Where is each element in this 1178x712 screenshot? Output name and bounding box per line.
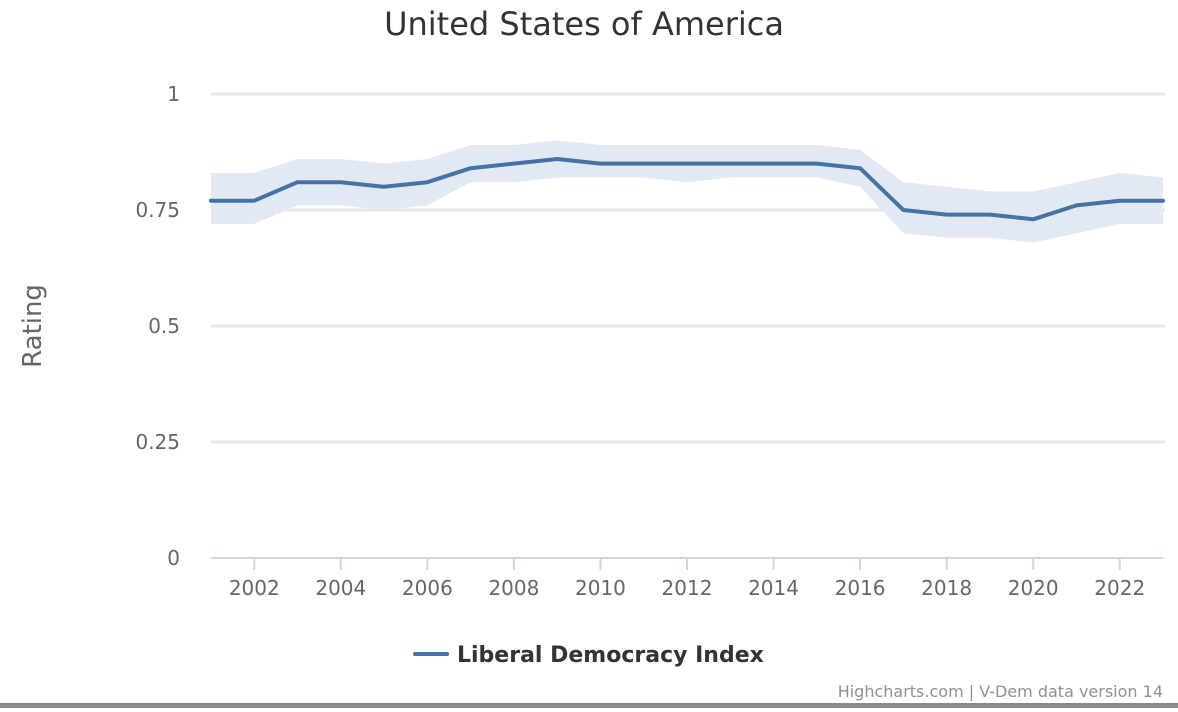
series-line-liberal-democracy-index[interactable] [209,157,1165,222]
x-tick-label: 2004 [315,576,366,600]
data-point[interactable] [207,197,215,205]
y-tick-label: 0.25 [135,430,180,454]
x-tick-label: 2020 [1008,576,1059,600]
y-tick-label: 0.5 [148,314,180,338]
bottom-border [0,703,1178,708]
data-point[interactable] [597,160,605,168]
y-tick-label: 0 [167,546,180,570]
x-tick-label: 2022 [1094,576,1145,600]
x-tick-label: 2006 [402,576,453,600]
y-axis-labels: 0 0.25 0.5 0.75 1 [135,82,180,570]
credits-text[interactable]: Highcharts.com | V-Dem data version 14 [838,682,1163,701]
data-point[interactable] [250,197,258,205]
data-point[interactable] [467,164,475,172]
data-point[interactable] [423,178,431,186]
data-point[interactable] [1073,201,1081,209]
data-point[interactable] [986,211,994,219]
confidence-band [211,140,1163,243]
y-tick-label: 0.75 [135,198,180,222]
data-point[interactable] [1029,215,1037,223]
data-point[interactable] [553,155,561,163]
data-point[interactable] [770,160,778,168]
data-point[interactable] [856,164,864,172]
data-point[interactable] [683,160,691,168]
chart-title: United States of America [384,5,784,43]
x-tick-label: 2014 [748,576,799,600]
series-group[interactable] [207,155,1167,223]
data-point[interactable] [813,160,821,168]
data-point[interactable] [1159,197,1167,205]
data-point[interactable] [899,206,907,214]
data-point[interactable] [380,183,388,191]
x-tick-label: 2008 [488,576,539,600]
x-tick-label: 2010 [575,576,626,600]
x-axis-labels: 2002 2004 2006 2008 2010 2012 2014 2016 2018 2020… [229,576,1145,600]
data-point[interactable] [510,160,518,168]
x-tick-label: 2016 [835,576,886,600]
x-tick-label: 2018 [921,576,972,600]
data-point[interactable] [294,178,302,186]
legend-label: Liberal Democracy Index [457,643,764,668]
y-tick-label: 1 [167,82,180,106]
grid-lines [211,92,1165,444]
data-point[interactable] [1116,197,1124,205]
x-tick-label: 2002 [229,576,280,600]
x-axis [211,557,1163,570]
data-point[interactable] [337,178,345,186]
data-point[interactable] [726,160,734,168]
confidence-band-group [211,140,1163,243]
x-tick-label: 2012 [662,576,713,600]
legend-item-liberal-democracy-index[interactable]: Liberal Democracy Index [413,643,764,668]
data-point[interactable] [640,160,648,168]
data-point[interactable] [943,211,951,219]
y-axis-title: Rating [18,284,48,368]
